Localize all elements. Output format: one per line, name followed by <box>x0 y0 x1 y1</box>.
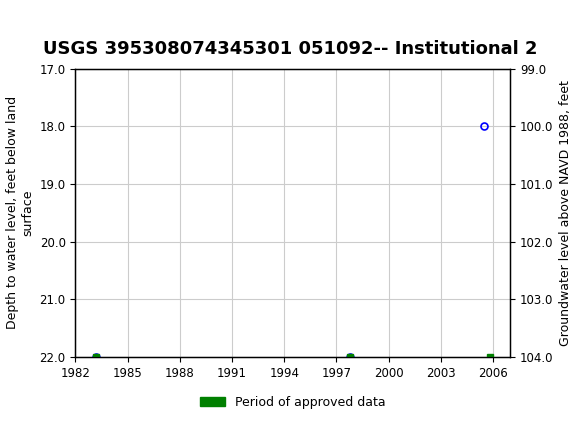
Legend: Period of approved data: Period of approved data <box>195 391 391 414</box>
Y-axis label: Groundwater level above NAVD 1988, feet: Groundwater level above NAVD 1988, feet <box>559 80 572 346</box>
Text: ▒USGS: ▒USGS <box>6 13 72 39</box>
Text: USGS 395308074345301 051092-- Institutional 2: USGS 395308074345301 051092-- Institutio… <box>43 40 537 58</box>
Y-axis label: Depth to water level, feet below land
surface: Depth to water level, feet below land su… <box>6 96 34 329</box>
